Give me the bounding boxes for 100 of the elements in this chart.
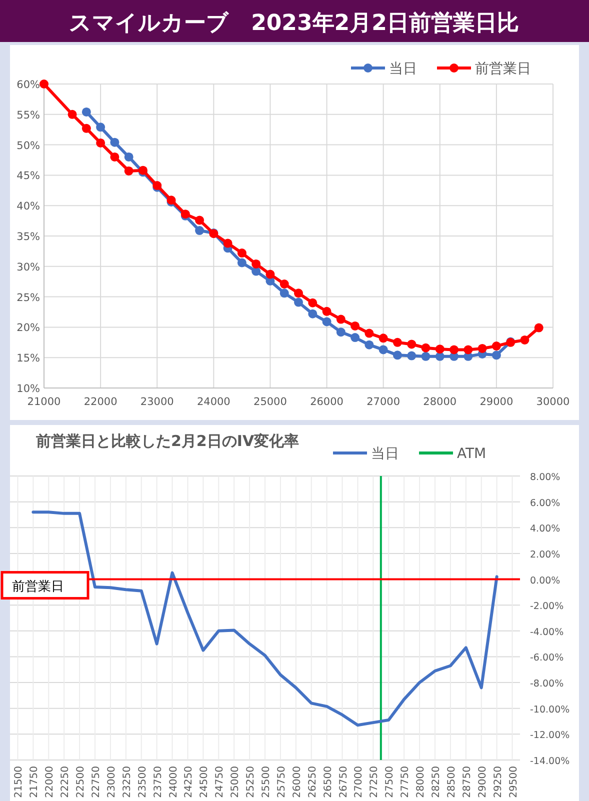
point [237,248,246,258]
point [223,238,232,248]
y-tick-label: 4.00% [530,524,560,535]
x-tick-label: 22000 [84,396,118,408]
x-tick-label: 25500 [261,766,272,798]
y-tick-label: -6.00% [530,652,564,664]
point [364,340,374,350]
point [350,333,360,342]
x-tick-label: 28000 [416,766,427,798]
point [110,138,120,147]
x-tick-label: 27250 [369,766,380,798]
point [266,270,275,279]
point [392,338,402,347]
point [322,306,332,316]
x-tick-label: 26000 [310,396,344,408]
x-tick-label: 22250 [60,766,72,798]
x-tick-label: 28750 [462,766,473,798]
point [82,107,91,116]
y-tick-label: 40% [16,200,40,213]
point [478,344,487,353]
y-tick-label: -12.00% [530,730,570,742]
point [364,328,374,338]
x-tick-label: 26000 [292,766,303,798]
point [421,343,430,352]
y-tick-label: 55% [16,109,40,122]
x-tick-label: 27000 [354,766,365,798]
y-tick-label: -8.00% [530,678,564,690]
point [308,298,318,308]
x-tick-label: 27000 [366,396,400,408]
x-tick-label: 26750 [338,766,350,798]
x-tick-label: 22000 [44,766,56,798]
x-tick-label: 29250 [492,766,504,798]
point [322,317,332,326]
point [96,122,106,132]
point [492,350,501,360]
x-tick-label: 25250 [246,766,257,798]
x-tick-label: 30000 [536,396,570,408]
point [378,334,388,343]
x-tick-label: 25000 [230,766,242,798]
point [124,166,134,176]
x-tick-label: 27750 [400,766,412,798]
x-tick-label: 23000 [140,396,174,408]
point [110,152,120,162]
x-tick-label: 24500 [199,766,210,798]
point [280,288,289,298]
point [195,216,204,225]
x-tick-label: 29000 [477,766,488,798]
x-tick-label: 22750 [91,766,102,798]
point [450,345,459,354]
x-tick-label: 22500 [76,766,87,798]
y-tick-label: 6.00% [530,498,560,509]
y-tick-label: 35% [16,231,40,243]
x-tick-label: 24000 [168,766,180,798]
y-tick-label: 2.00% [530,549,560,560]
x-tick-label: 24000 [196,396,230,408]
point [392,350,402,360]
point [124,152,134,162]
point [195,226,204,236]
point [492,342,501,351]
legend-label: 前営業日 [475,61,531,77]
y-tick-label: 50% [16,140,40,152]
legend-label: 当日 [371,446,399,462]
legend-label: 当日 [389,61,417,77]
x-tick-label: 28000 [423,396,457,408]
point [294,288,303,298]
x-tick-label: 23500 [137,766,148,798]
point [96,138,106,148]
x-tick-label: 25750 [276,766,288,798]
point [534,323,544,332]
x-tick-label: 27500 [384,766,396,798]
point [294,298,303,307]
x-tick-label: 28500 [446,766,458,798]
point [280,280,289,289]
y-tick-label: 0.00% [530,575,560,586]
point [237,258,246,268]
x-tick-label: 21750 [29,766,40,798]
point [464,345,473,354]
x-tick-label: 25000 [254,396,287,408]
x-tick-label: 23000 [106,766,118,798]
point [435,344,444,354]
x-tick-label: 24250 [184,766,195,798]
point [407,340,416,349]
x-tick-label: 29000 [480,396,514,408]
x-tick-label: 23750 [152,766,164,798]
point [407,351,416,360]
y-tick-label: 25% [16,292,40,304]
x-tick-label: 23250 [122,766,133,798]
x-tick-label: 26250 [307,766,318,798]
point [378,345,388,354]
y-tick-label: -14.00% [530,756,570,767]
point [520,335,530,344]
point [68,110,77,119]
x-tick-label: 21500 [14,766,25,798]
point [308,309,318,318]
point [350,321,360,330]
chart-title: 前営業日と比較した2月2日のIV変化率 [35,432,300,450]
point [252,259,261,268]
point [421,352,430,361]
y-tick-label: -2.00% [530,601,564,612]
x-tick-label: 21000 [27,396,61,408]
